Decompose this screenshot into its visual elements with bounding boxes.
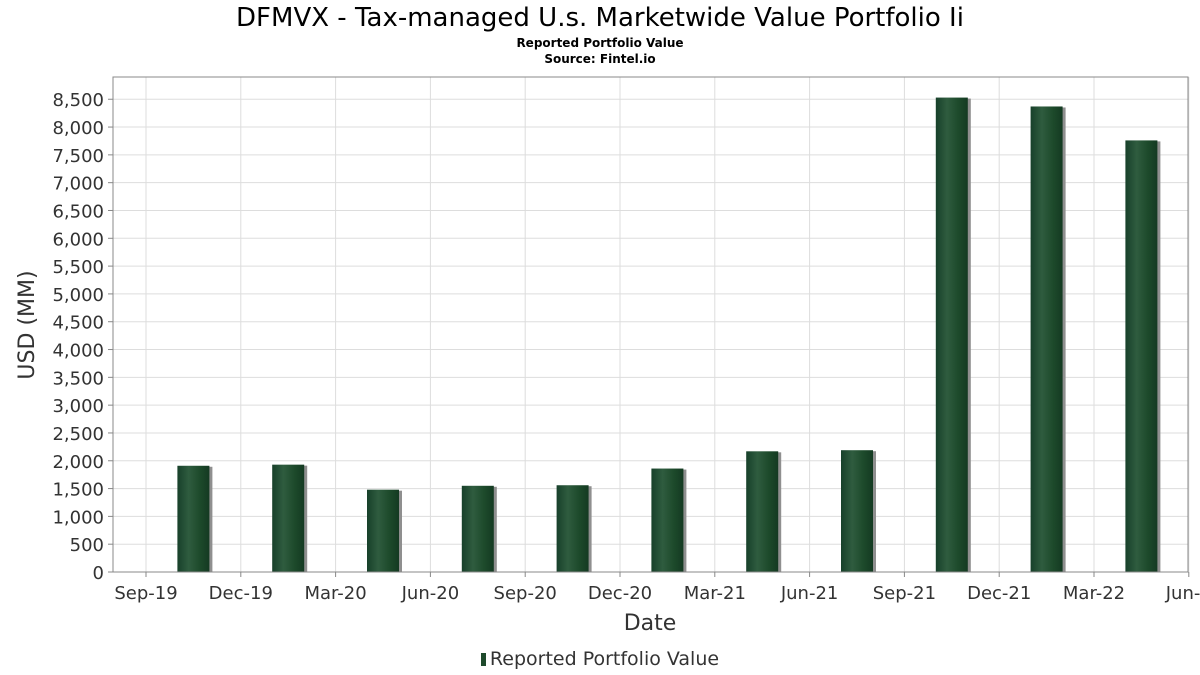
chart-title: DFMVX - Tax-managed U.s. Marketwide Valu… [236,3,964,33]
bar [461,485,494,572]
y-tick-label: 5,500 [52,257,104,278]
bar [556,485,589,572]
bar [935,97,968,573]
x-tick-label: Dec-21 [967,583,1031,604]
axes: 0 500 1,000 1,500 2,000 2,500 3,000 3,500 4,000 4… [52,76,1200,604]
x-tick-label: Jun-21 [780,583,839,604]
y-tick-label: 0 [93,563,104,584]
x-tick-label: Mar-20 [304,583,366,604]
bar [1125,140,1158,573]
y-tick-label: 5,000 [52,285,104,306]
x-tick-label: Dec-20 [588,583,652,604]
y-tick-label: 4,000 [52,341,104,362]
y-tick-label: 8,000 [52,118,104,139]
y-tick-label: 7,500 [52,146,104,167]
legend-swatch [480,653,486,666]
bar [841,450,873,572]
y-tick-label: 2,500 [52,424,104,445]
y-tick-label: 3,000 [52,396,104,417]
plot-frame [112,76,1189,573]
y-tick-label: 3,500 [52,368,104,389]
x-tick-label: Mar-21 [684,583,746,604]
y-tick-label: 4,500 [52,313,104,334]
y-tick-label: 6,000 [52,229,104,250]
y-tick-label: 1,000 [52,507,104,528]
y-tick-label: 1,500 [52,480,104,501]
y-tick-label: 8,500 [52,90,104,111]
bar [367,489,399,572]
bar [651,468,684,572]
x-axis-label: Date [624,611,677,636]
bar [177,465,210,572]
bar [746,451,779,572]
legend-label: Reported Portfolio Value [489,648,720,670]
x-tick-label: Mar-22 [1063,583,1125,604]
bar [1030,106,1063,572]
x-tick-label: Sep-21 [873,583,936,604]
legend: Reported Portfolio Value [0,648,1200,670]
y-tick-label: 500 [70,535,104,556]
y-axis-label: USD (MM) [15,270,40,379]
chart-subtitle: Reported Portfolio Value [516,36,684,50]
x-tick-label: Jun-2 [1165,583,1200,604]
x-tick-label: Sep-20 [494,583,557,604]
chart-source: Source: Fintel.io [544,52,656,66]
bar [272,464,305,572]
x-tick-label: Sep-19 [114,583,177,604]
y-tick-label: 2,000 [52,452,104,473]
x-tick-label: Jun-20 [401,583,460,604]
y-tick-label: 7,000 [52,174,104,195]
bars [177,97,1161,573]
y-tick-label: 6,500 [52,201,104,222]
x-tick-label: Dec-19 [209,583,273,604]
